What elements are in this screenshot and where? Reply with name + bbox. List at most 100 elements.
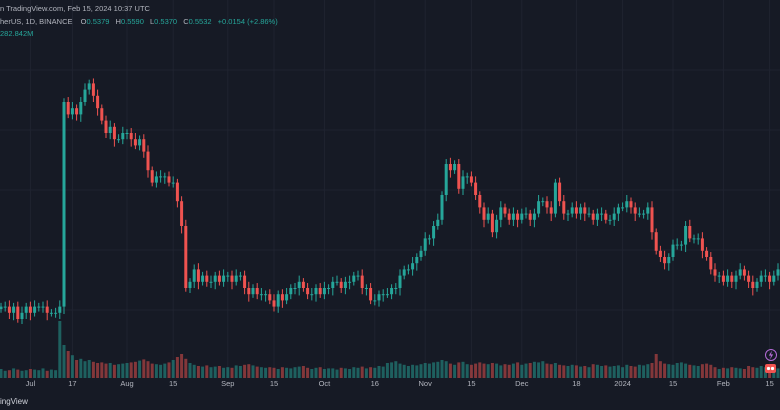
candle-body: [545, 201, 549, 208]
candle-body: [415, 257, 419, 264]
volume-bar: [310, 369, 314, 378]
volume-bar: [75, 360, 79, 378]
candle-body: [188, 281, 192, 288]
header-symbol: herUS, 1D, BINANCE: [0, 17, 73, 26]
volume-bar: [100, 362, 104, 378]
candle-body: [184, 226, 188, 288]
candle-body: [532, 213, 536, 220]
candle-body: [469, 176, 473, 183]
candle-body: [234, 275, 238, 282]
volume-bar: [49, 369, 53, 378]
volume-bar: [419, 364, 423, 378]
volume-bar: [600, 366, 604, 378]
volume-bar: [20, 370, 24, 378]
candle-body: [348, 281, 352, 283]
candle-body: [411, 263, 415, 270]
candle-body: [293, 288, 297, 289]
volume-bar: [684, 363, 688, 378]
volume-bar: [411, 364, 415, 378]
candle-body: [0, 306, 3, 310]
volume-bar: [406, 366, 410, 378]
candle-body: [738, 269, 742, 276]
volume-bar: [335, 369, 339, 378]
candle-body: [24, 306, 28, 313]
candle-body: [217, 275, 221, 282]
volume-bar: [532, 361, 536, 378]
candle-body: [121, 133, 125, 140]
volume-bars: [0, 321, 780, 378]
volume-bar: [608, 366, 612, 378]
volume-bar: [730, 367, 734, 378]
low-label: L: [150, 17, 154, 26]
candle-body: [444, 164, 448, 195]
volume-bar: [293, 367, 297, 378]
candle-body: [717, 275, 721, 277]
volume-bar: [490, 363, 494, 378]
candle-body: [322, 288, 326, 295]
volume-bar: [129, 362, 133, 378]
volume-bar: [516, 362, 520, 378]
flag-icon[interactable]: [765, 364, 776, 373]
candle-body: [125, 133, 129, 134]
candle-body: [238, 275, 242, 277]
candle-body: [100, 108, 104, 121]
candle-body: [150, 170, 154, 183]
candle-body: [352, 275, 356, 282]
volume-bar: [121, 363, 125, 378]
volume-bar: [545, 363, 549, 378]
candle-body: [478, 195, 482, 208]
volume-bar: [16, 369, 20, 378]
volume-bar: [520, 364, 524, 378]
candle-body: [646, 207, 650, 214]
volume-bar: [352, 367, 356, 378]
candle-body: [318, 288, 322, 295]
candle-body: [356, 275, 360, 277]
grid-lines: [0, 0, 780, 378]
change-value: +0.0154 (+2.86%): [218, 17, 279, 26]
header-ohlc-line: herUS, 1D, BINANCE O0.5379 H0.5590 L0.53…: [0, 17, 278, 26]
lightning-icon[interactable]: [765, 349, 777, 361]
volume-bar: [595, 364, 599, 378]
volume-bar: [7, 370, 11, 378]
volume-bar: [453, 364, 457, 378]
volume-bar: [717, 369, 721, 378]
volume-bar: [763, 367, 767, 378]
volume-bar: [154, 364, 158, 378]
volume-bar: [192, 364, 196, 378]
volume-bar: [112, 364, 116, 378]
candle-body: [230, 275, 234, 282]
candle-body: [192, 269, 196, 282]
candle-body: [3, 306, 7, 308]
x-tick-label: Aug: [120, 379, 133, 388]
volume-bar: [0, 369, 3, 378]
candle-body: [629, 201, 633, 208]
volume-bar: [230, 367, 234, 378]
volume-bar: [91, 361, 95, 378]
candle-body: [331, 281, 335, 288]
x-tick-label: 17: [68, 379, 76, 388]
x-tick-label: 15: [270, 379, 278, 388]
volume-bar: [70, 355, 74, 378]
candle-body: [595, 213, 599, 220]
volume-bar: [201, 366, 205, 378]
candle-body: [142, 139, 146, 152]
candle-body: [566, 213, 570, 215]
volume-bar: [734, 367, 738, 378]
volume-bar: [138, 360, 142, 378]
candle-body: [268, 294, 272, 301]
x-tick-label: Sep: [221, 379, 234, 388]
candle-body: [12, 306, 16, 313]
volume-bar: [474, 363, 478, 378]
candle-body: [49, 312, 53, 314]
candle-body: [503, 207, 507, 214]
volume-bar: [402, 364, 406, 378]
candle-body: [549, 207, 553, 214]
candle-body: [671, 244, 675, 257]
candle-body: [726, 275, 730, 282]
candle-body: [751, 281, 755, 288]
candle-body: [247, 288, 251, 295]
candle-body: [755, 281, 759, 288]
candle-body: [511, 213, 515, 220]
candle-body: [377, 294, 381, 301]
